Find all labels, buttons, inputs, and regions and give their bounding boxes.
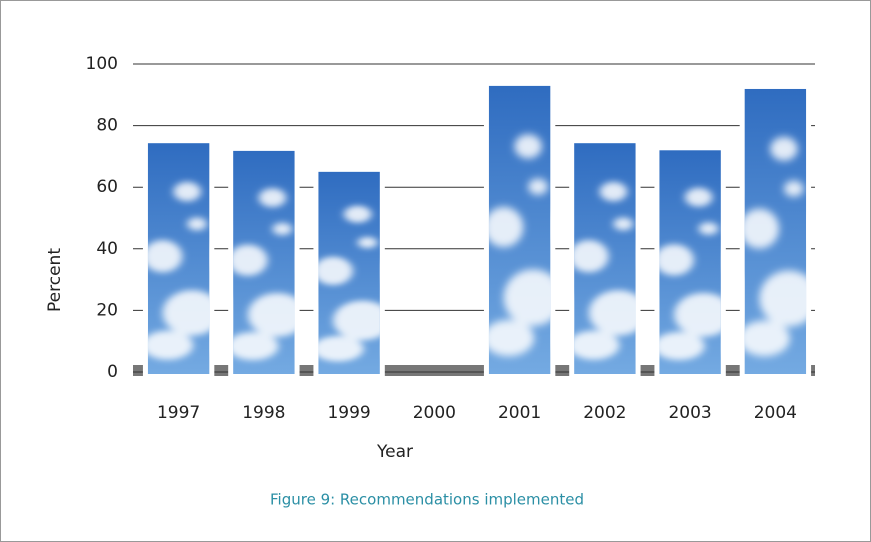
x-tick-label: 2001: [498, 403, 541, 423]
y-tick-label: 0: [107, 362, 118, 382]
x-axis-title: Year: [376, 442, 413, 462]
bar: [654, 145, 726, 379]
x-tick-label: 2004: [754, 403, 797, 423]
y-tick-label: 60: [96, 177, 118, 197]
x-tick-label: 2003: [668, 403, 711, 423]
bar: [228, 145, 300, 379]
x-tick-label: 1999: [327, 403, 370, 423]
y-tick-label: 20: [96, 300, 118, 320]
bar: [142, 138, 215, 379]
caption: Figure 9: Recommendations implemented: [270, 491, 584, 509]
bar: [483, 80, 556, 379]
bar: [313, 166, 385, 379]
x-tick-label: 2000: [413, 403, 456, 423]
bar: [569, 138, 641, 379]
y-tick-label: 40: [96, 239, 118, 259]
baseline: [133, 365, 815, 376]
x-tick-label: 1997: [157, 403, 200, 423]
bar: [739, 83, 812, 379]
x-tick-label: 2002: [583, 403, 626, 423]
y-axis-title: Percent: [45, 248, 65, 312]
x-tick-label: 1998: [242, 403, 285, 423]
y-tick-label: 100: [86, 54, 118, 74]
y-tick-label: 80: [96, 116, 118, 136]
